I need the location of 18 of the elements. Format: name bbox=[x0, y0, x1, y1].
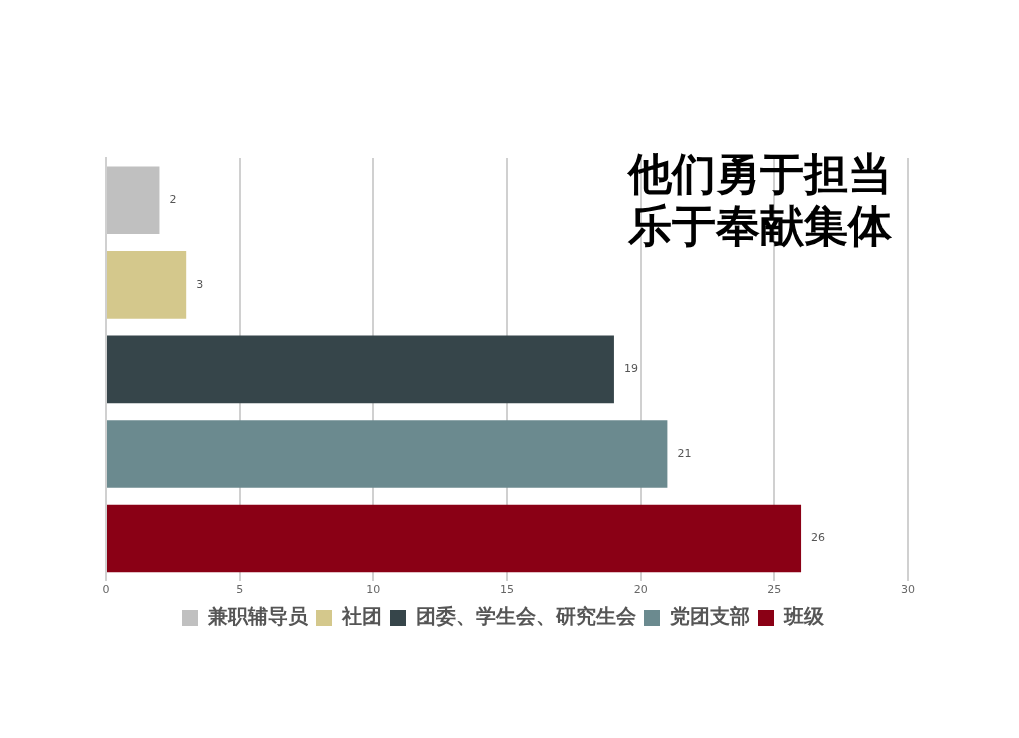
legend-label: 社团 bbox=[341, 604, 382, 629]
chart-title: 他们勇于担当乐于奉献集体 bbox=[628, 148, 893, 252]
x-tick-label: 0 bbox=[102, 583, 110, 597]
data-label: 2 bbox=[169, 193, 177, 207]
data-label: 3 bbox=[196, 277, 204, 291]
x-tick-label: 30 bbox=[901, 583, 915, 597]
x-tick-label: 5 bbox=[236, 583, 244, 597]
data-label: 26 bbox=[811, 531, 826, 545]
x-tick-label: 15 bbox=[500, 583, 514, 597]
x-tick-label: 10 bbox=[366, 583, 381, 597]
legend-label: 兼职辅导员 bbox=[207, 604, 309, 629]
legend-label: 班级 bbox=[783, 604, 825, 629]
data-label: 19 bbox=[623, 362, 638, 376]
legend-label: 团委、学生会、研究生会 bbox=[416, 604, 637, 629]
x-tick-label: 20 bbox=[633, 583, 648, 597]
x-tick-label: 25 bbox=[767, 583, 782, 597]
data-label: 21 bbox=[677, 446, 692, 460]
legend-label: 党团支部 bbox=[669, 604, 750, 629]
